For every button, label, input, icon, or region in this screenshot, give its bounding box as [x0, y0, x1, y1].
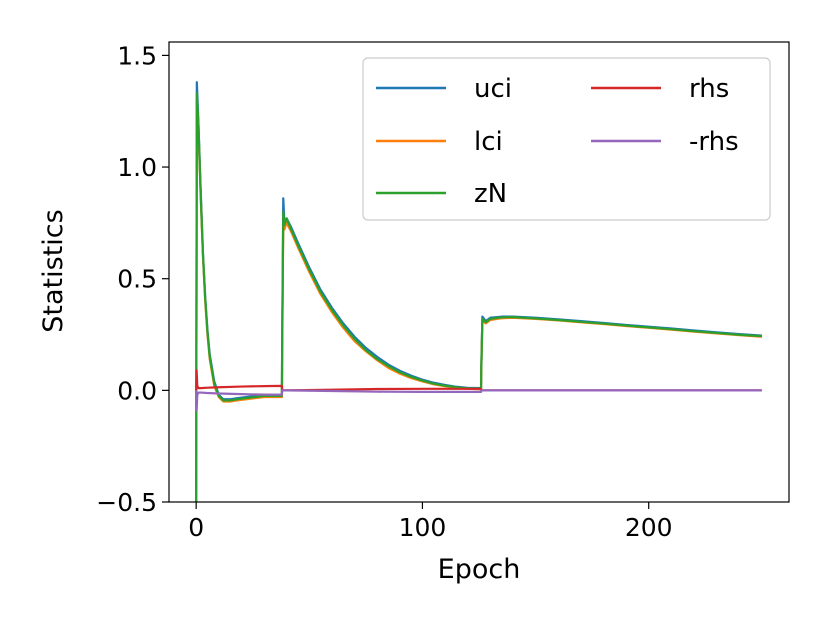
y-tick-label: 0.5 [117, 265, 157, 294]
legend-label-lci: lci [474, 127, 503, 157]
legend-label-zn: zN [474, 179, 507, 209]
y-tick-label: 1.5 [117, 41, 157, 70]
x-axis-label: Epoch [438, 554, 521, 585]
legend-label-neg-rhs: -rhs [689, 127, 739, 157]
plot-frame [168, 41, 790, 503]
axes-layer: 0 100 200 −0.5 0.0 0.5 1.0 1.5 [96, 41, 790, 542]
legend-label-rhs: rhs [689, 74, 729, 104]
x-tick-label: 200 [625, 513, 673, 542]
legend-box [362, 57, 771, 221]
y-tick-label: 1.0 [117, 153, 157, 182]
x-tick-label: 100 [399, 513, 447, 542]
y-tick-label: −0.5 [96, 488, 157, 517]
legend: uci lci zN rhs -rhs [362, 57, 771, 221]
y-tick-label: 0.0 [117, 376, 157, 405]
series-line-zn [195, 92, 762, 502]
x-tick-label: 0 [188, 513, 204, 542]
legend-label-uci: uci [474, 74, 512, 104]
series-layer [195, 81, 762, 502]
y-axis-label: Statistics [38, 209, 69, 332]
series-line-neg-rhs [195, 389, 762, 412]
